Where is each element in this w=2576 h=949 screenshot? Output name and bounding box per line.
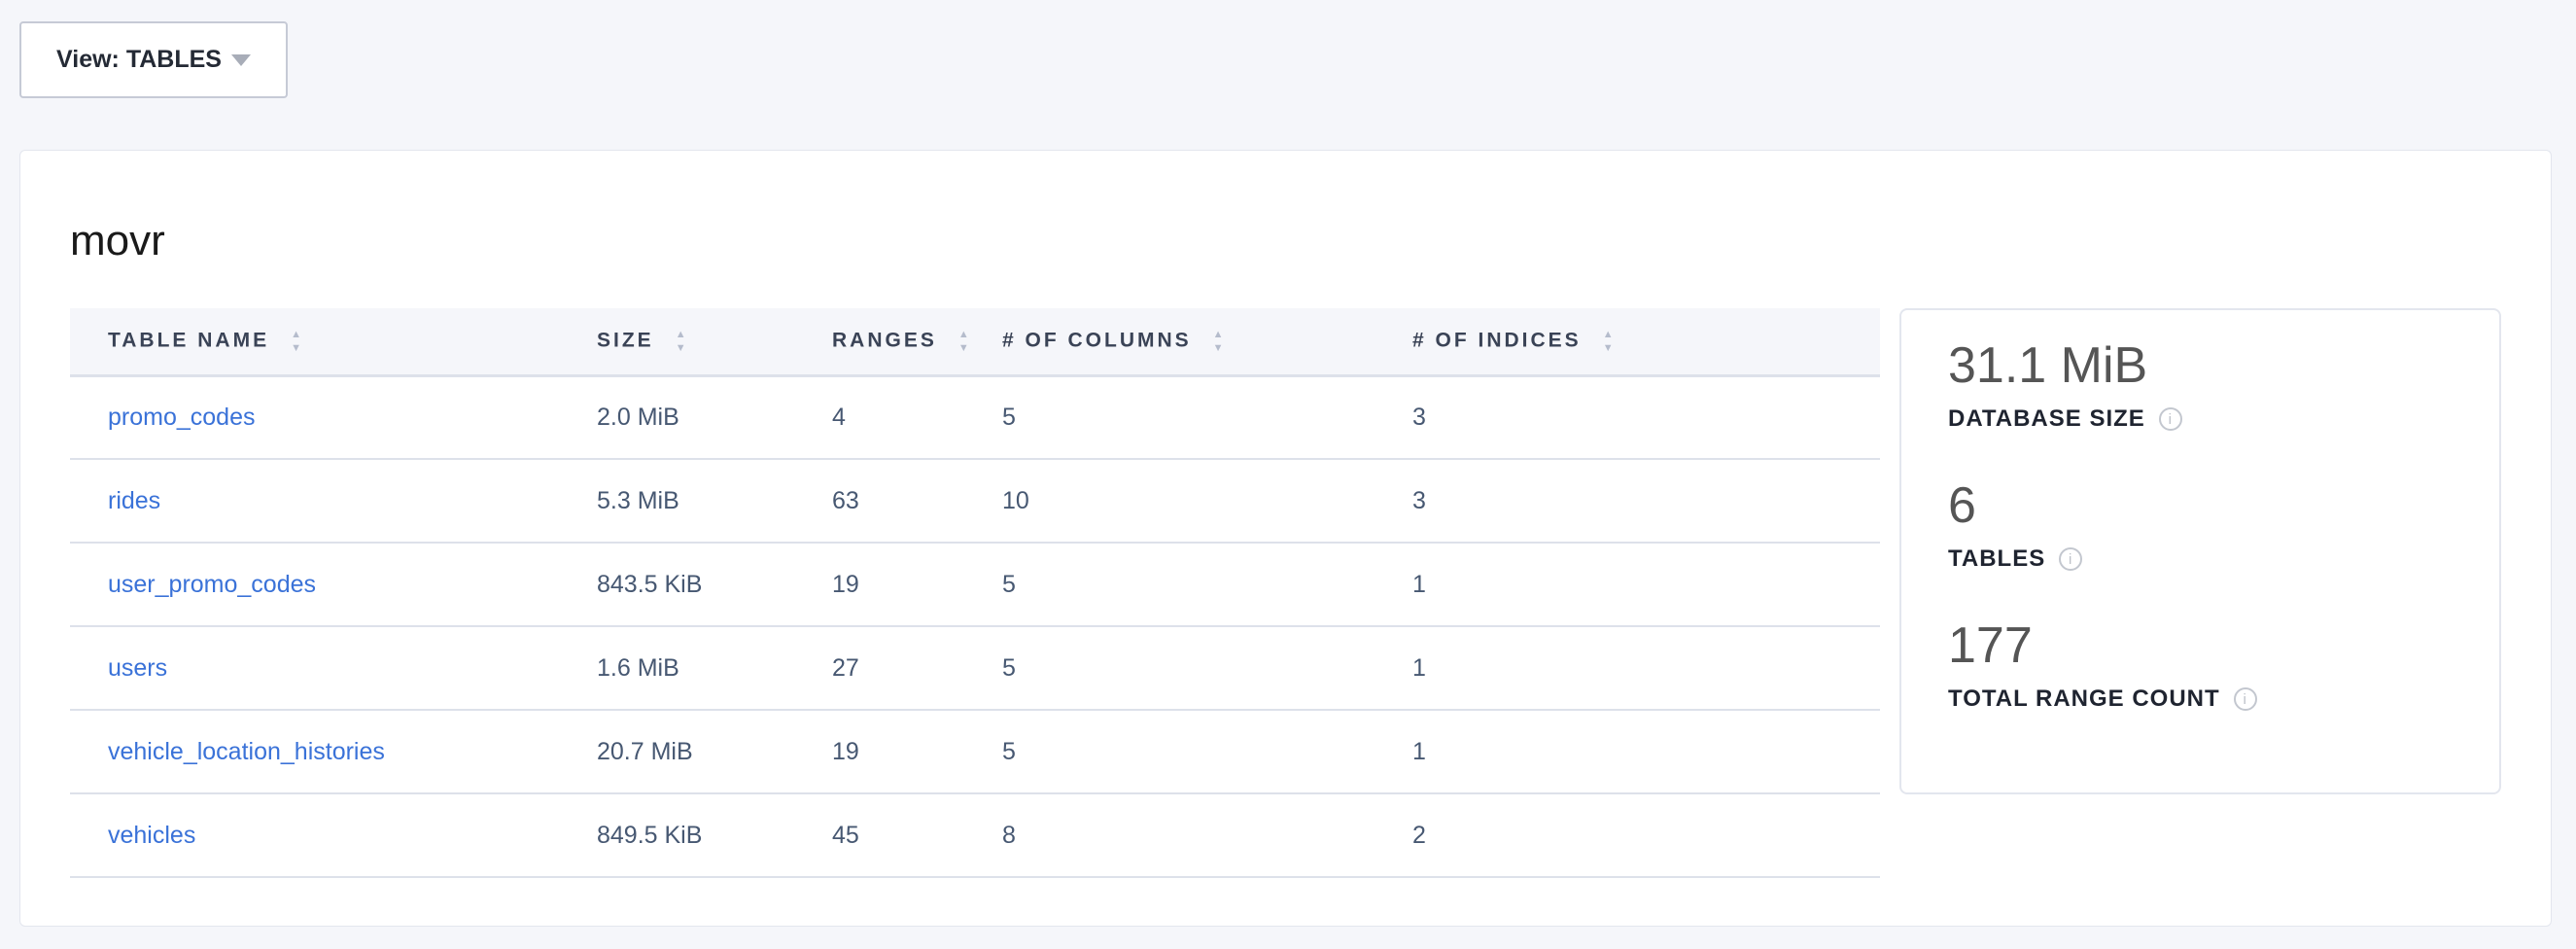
caret-down-icon <box>230 53 251 66</box>
table-row: vehicle_location_histories 20.7 MiB 19 5 1 <box>70 710 1880 794</box>
column-header-label: RANGES <box>832 329 937 352</box>
table-cell: 4 <box>832 375 1002 460</box>
table-cell: user_promo_codes <box>70 543 597 627</box>
database-card: movr TABLE NAME ▲ ▼ SIZE ▲ ▼ RANGES ▲ ▼ # OF COLU… <box>19 150 2552 927</box>
column-header-label: TABLE NAME <box>108 329 270 352</box>
table-cell: 63 <box>832 459 1002 544</box>
info-icon[interactable]: i <box>2158 407 2182 431</box>
table-row: rides 5.3 MiB 63 10 3 <box>70 459 1880 544</box>
table-cell: 5 <box>1002 543 1412 627</box>
tables-table: TABLE NAME ▲ ▼ SIZE ▲ ▼ RANGES ▲ ▼ # OF COLUMNS ▲ ▼… <box>70 308 1880 878</box>
table-cell: 5.3 MiB <box>597 459 832 544</box>
table-cell: 849.5 KiB <box>597 793 832 878</box>
summary-label: TOTAL RANGE COUNT <box>1948 685 2220 712</box>
table-cell: 3 <box>1412 459 1880 544</box>
summary-stat: 177 TOTAL RANGE COUNT i <box>1948 615 2499 713</box>
table-cell: 19 <box>832 710 1002 794</box>
table-name-link[interactable]: vehicles <box>108 821 196 849</box>
column-header-label: # OF INDICES <box>1412 329 1582 352</box>
summary-stat: 31.1 MiB DATABASE SIZE i <box>1948 335 2499 433</box>
table-name-link[interactable]: rides <box>108 486 161 514</box>
table-cell: 1 <box>1412 626 1880 711</box>
table-name-link[interactable]: user_promo_codes <box>108 570 317 598</box>
table-row: promo_codes 2.0 MiB 4 5 3 <box>70 375 1880 460</box>
table-cell: 8 <box>1002 793 1412 878</box>
summary-value: 31.1 MiB <box>1948 337 2148 394</box>
table-cell: 5 <box>1002 710 1412 794</box>
table-row: vehicles 849.5 KiB 45 8 2 <box>70 793 1880 878</box>
table-row: users 1.6 MiB 27 5 1 <box>70 626 1880 711</box>
table-cell: 45 <box>832 793 1002 878</box>
view-dropdown[interactable]: View: TABLES <box>19 21 288 98</box>
summary-stat: 6 TABLES i <box>1948 475 2499 573</box>
column-header[interactable]: # OF INDICES ▲ ▼ <box>1412 308 1880 377</box>
table-cell: 843.5 KiB <box>597 543 832 627</box>
sort-icon[interactable]: ▲ ▼ <box>957 328 969 354</box>
database-summary: 31.1 MiB DATABASE SIZE i 6 TABLES i 177 TOTAL R… <box>1899 308 2501 794</box>
sort-icon[interactable]: ▲ ▼ <box>1602 328 1614 354</box>
column-header[interactable]: TABLE NAME ▲ ▼ <box>70 308 597 377</box>
table-row: user_promo_codes 843.5 KiB 19 5 1 <box>70 543 1880 627</box>
info-icon[interactable]: i <box>2233 687 2257 711</box>
table-cell: 2 <box>1412 793 1880 878</box>
table-cell: 1 <box>1412 543 1880 627</box>
table-name-link[interactable]: promo_codes <box>108 403 256 431</box>
table-cell: rides <box>70 459 597 544</box>
table-cell: 10 <box>1002 459 1412 544</box>
table-cell: 2.0 MiB <box>597 375 832 460</box>
sort-icon[interactable]: ▲ ▼ <box>1212 328 1224 354</box>
sort-icon[interactable]: ▲ ▼ <box>291 328 301 354</box>
table-cell: vehicle_location_histories <box>70 710 597 794</box>
database-title: movr <box>70 217 165 264</box>
table-cell: 1 <box>1412 710 1880 794</box>
table-cell: vehicles <box>70 793 597 878</box>
table-cell: 19 <box>832 543 1002 627</box>
table-cell: 20.7 MiB <box>597 710 832 794</box>
table-cell: 27 <box>832 626 1002 711</box>
summary-label: TABLES <box>1948 545 2046 572</box>
table-cell: 5 <box>1002 375 1412 460</box>
column-header[interactable]: # OF COLUMNS ▲ ▼ <box>1002 308 1412 377</box>
table-cell: 5 <box>1002 626 1412 711</box>
table-cell: 3 <box>1412 375 1880 460</box>
info-icon[interactable]: i <box>2059 547 2083 571</box>
sort-icon[interactable]: ▲ ▼ <box>675 328 686 354</box>
table-name-link[interactable]: vehicle_location_histories <box>108 737 385 765</box>
table-name-link[interactable]: users <box>108 653 168 682</box>
table-cell: users <box>70 626 597 711</box>
column-header-label: SIZE <box>597 329 654 352</box>
table-cell: 1.6 MiB <box>597 626 832 711</box>
column-header-label: # OF COLUMNS <box>1002 329 1192 352</box>
column-header[interactable]: SIZE ▲ ▼ <box>597 308 832 377</box>
view-dropdown-label: View: TABLES <box>56 46 222 73</box>
column-header[interactable]: RANGES ▲ ▼ <box>832 308 1002 377</box>
summary-value: 6 <box>1948 477 1976 534</box>
table-cell: promo_codes <box>70 375 597 460</box>
summary-value: 177 <box>1948 617 2033 674</box>
summary-label: DATABASE SIZE <box>1948 405 2145 432</box>
